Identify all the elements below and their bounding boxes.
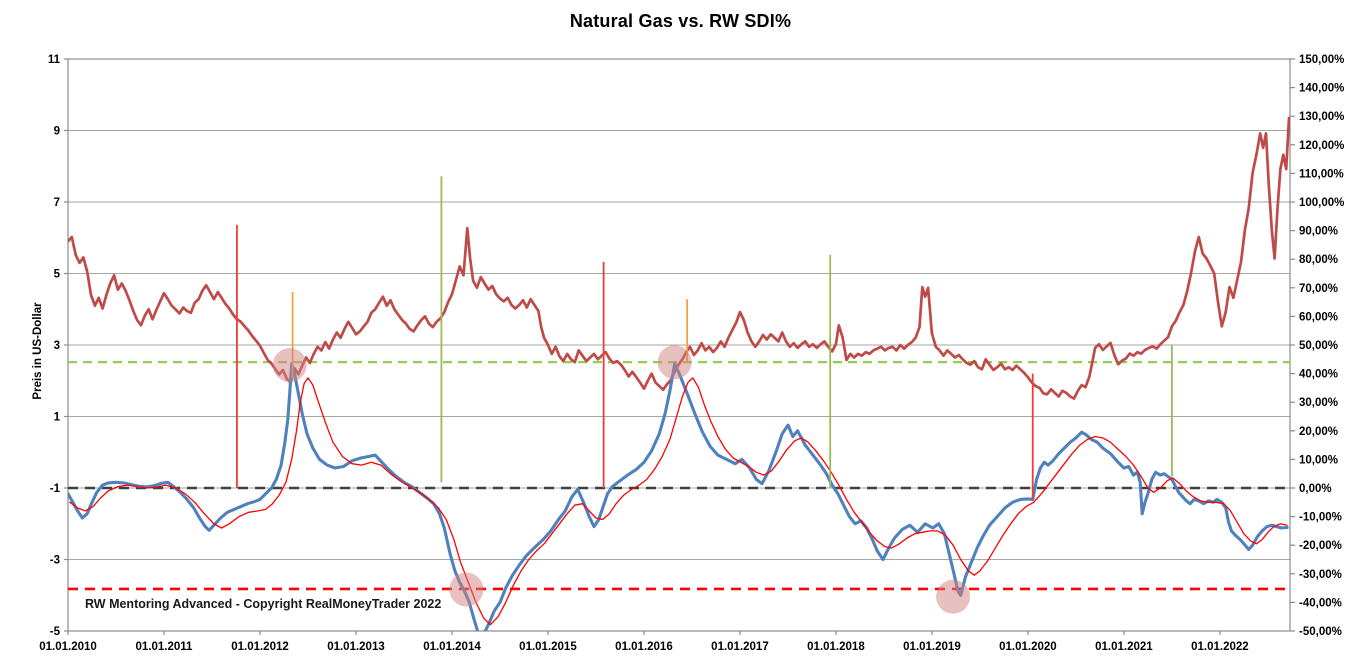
right-axis-tick: 50,00% [1299,340,1338,352]
right-axis-tick: 150,00% [1299,54,1344,66]
right-axis-tick: -20,00% [1299,540,1342,552]
right-axis-tick: 120,00% [1299,140,1344,152]
left-axis-title: Preis in US-Dollar [32,302,44,400]
right-axis-tick: -30,00% [1299,569,1342,581]
right-axis-tick: -40,00% [1299,597,1342,609]
right-axis-tick: -50,00% [1299,626,1342,638]
signal-highlight-circle [657,345,692,380]
rw-sdi-line [68,362,1289,631]
left-axis-tick: 3 [54,340,60,352]
x-axis-tick: 01.01.2016 [615,641,673,653]
left-axis-tick: -5 [50,626,61,638]
right-axis-tick: 10,00% [1299,454,1338,466]
x-axis-tick: 01.01.2021 [1095,641,1153,653]
left-axis-tick: 5 [54,269,61,281]
x-axis-tick: 01.01.2018 [807,641,865,653]
x-axis-tick: 01.01.2011 [136,641,194,653]
right-axis-tick: 40,00% [1299,369,1338,381]
right-axis-tick: 130,00% [1299,111,1344,123]
right-axis-tick: 100,00% [1299,197,1344,209]
left-axis-tick: 11 [48,54,61,66]
x-axis-tick: 01.01.2020 [999,641,1057,653]
right-axis-tick: -10,00% [1299,512,1342,524]
x-axis-tick: 01.01.2012 [231,641,289,653]
left-axis-tick: 7 [54,197,60,209]
right-axis-tick: 140,00% [1299,83,1344,95]
left-axis-tick: -3 [50,555,60,567]
copyright-note: RW Mentoring Advanced - Copyright RealMo… [85,597,442,611]
x-axis-tick: 01.01.2015 [519,641,577,653]
x-axis-tick: 01.01.2014 [423,641,481,653]
x-axis-tick: 01.01.2017 [711,641,769,653]
right-axis-tick: 90,00% [1299,226,1338,238]
left-axis-tick: -1 [50,483,61,495]
right-axis-tick: 70,00% [1299,283,1338,295]
x-axis-tick: 01.01.2010 [39,641,97,653]
chart-title: Natural Gas vs. RW SDI% [569,11,792,31]
x-axis-tick: 01.01.2022 [1191,641,1249,653]
signal-highlight-circle [272,348,307,383]
x-axis-tick: 01.01.2019 [903,641,961,653]
right-axis-tick: 0,00% [1299,483,1332,495]
left-axis-tick: 1 [54,412,61,424]
right-axis-tick: 60,00% [1299,311,1338,323]
signal-highlight-circle [449,572,484,607]
signal-highlight-circle [936,579,971,614]
right-axis-tick: 80,00% [1299,254,1338,266]
left-axis-tick: 9 [54,126,60,138]
sdi-signal-line [69,377,1288,626]
right-axis-tick: 110,00% [1299,168,1344,180]
right-axis-tick: 30,00% [1299,397,1338,409]
x-axis-tick: 01.01.2013 [327,641,385,653]
right-axis-tick: 20,00% [1299,426,1338,438]
